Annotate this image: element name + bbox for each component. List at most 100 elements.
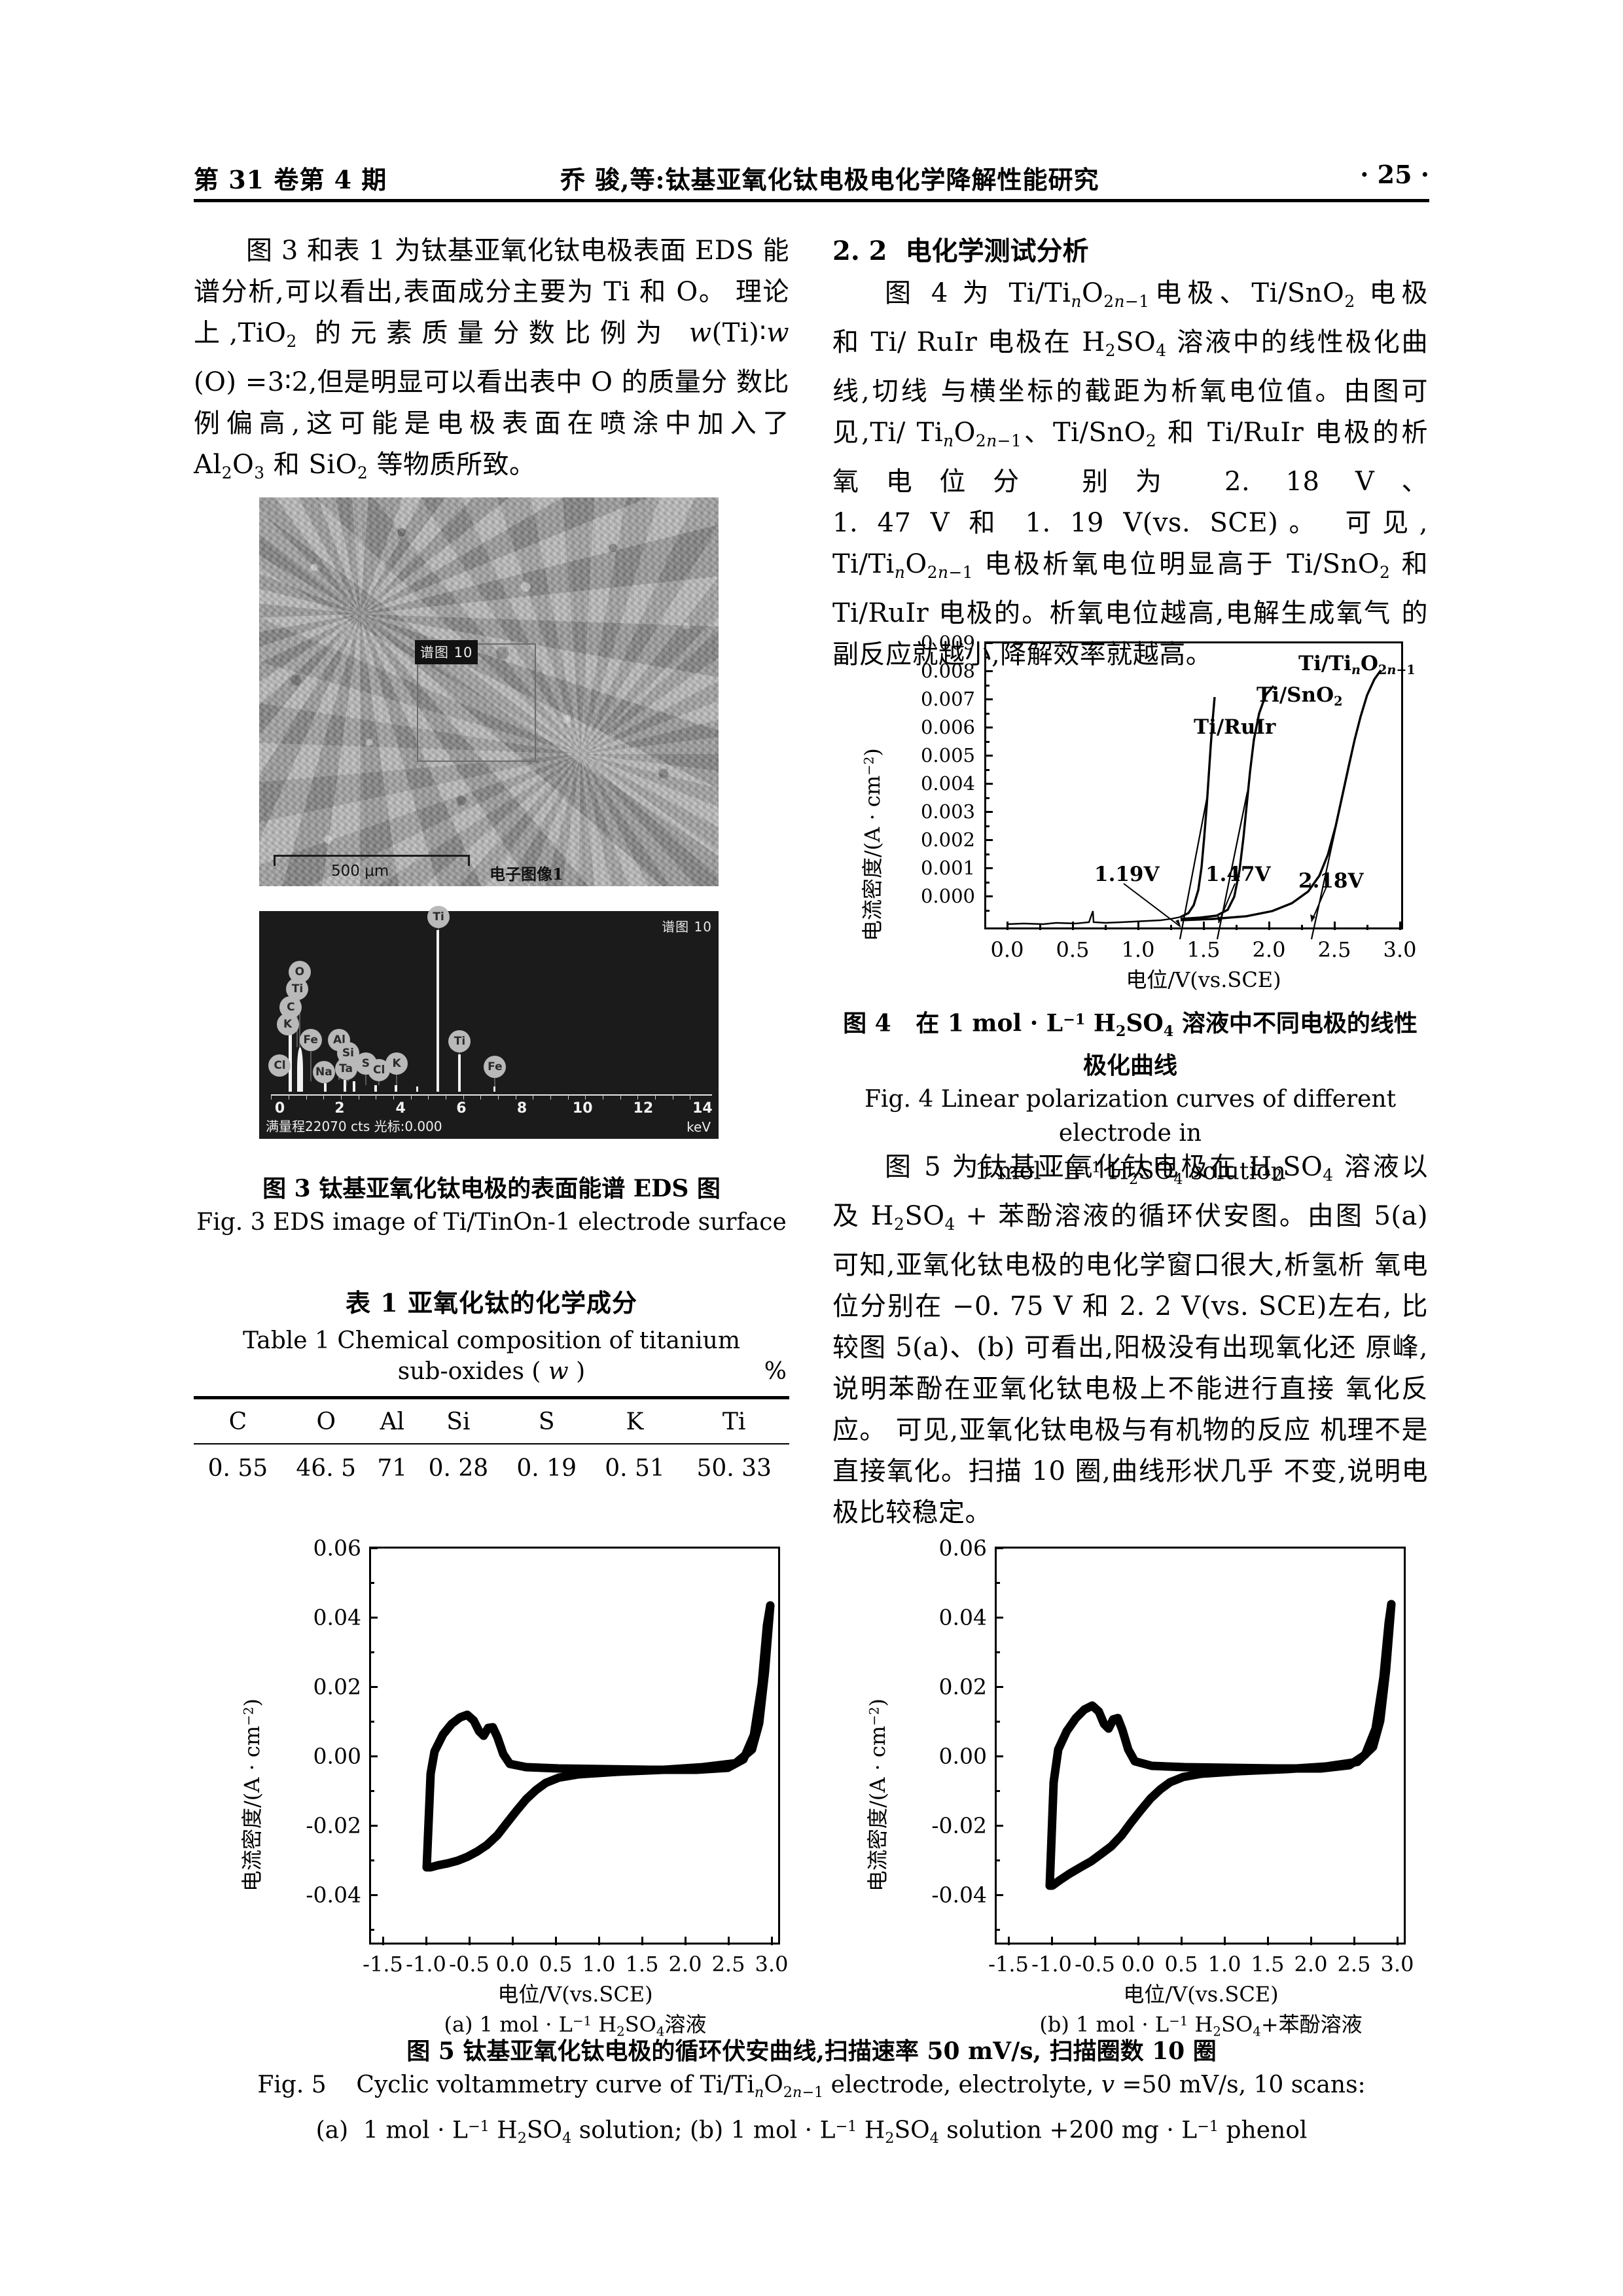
right-paragraph-1: 图 4 为 Ti/TinO2n−1电极、Ti/SnO2 电极和 Ti/ RuIr… xyxy=(832,278,1429,670)
eds-element-K: K xyxy=(276,1013,299,1036)
eds-stem xyxy=(365,1075,366,1085)
fig5a-xtick: 0.5 xyxy=(539,1952,573,1977)
fig5b-y-axis-title: 电流密度/(A · cm−2) xyxy=(865,1698,890,1892)
section-title: 电化学测试分析 xyxy=(905,236,1089,266)
fig5b-xtick: -0.5 xyxy=(1075,1952,1115,1977)
eds-peak xyxy=(288,1020,292,1092)
eds-xtick-label: 14 xyxy=(692,1100,713,1117)
cell-S: 0. 19 xyxy=(516,1455,577,1482)
table-row: 0. 55 46. 5 71 0. 28 0. 19 0. 51 50. 33 xyxy=(194,1444,789,1488)
fig5a-ytick: -0.04 xyxy=(306,1882,361,1908)
scale-bar-cap-right xyxy=(468,855,470,866)
eds-peak xyxy=(458,1054,461,1092)
eds-plot-area: O Ti C K Cl Fe Al Si Na Ta S Cl K Ti xyxy=(268,906,712,1092)
fig5b-ytick: 0.04 xyxy=(938,1604,987,1630)
fig5b-ytick: 0.02 xyxy=(938,1674,987,1700)
fig4-series-label-sno2: Ti/SnO2 xyxy=(1257,683,1343,709)
fig5a-xtick: 1.0 xyxy=(582,1952,616,1977)
fig5-caption-en-2: (a) 1 mol · L−1 H2SO4 solution; (b) 1 mo… xyxy=(315,2117,1308,2147)
eds-footer-text: 满量程22070 cts 光标:0.000 xyxy=(266,1119,442,1134)
fig5-caption-cn: 图 5 钛基亚氧化钛电极的循环伏安曲线,扫描速率 50 mV/s, 扫描圈数 1… xyxy=(406,2037,1217,2065)
cell-K: 0. 51 xyxy=(605,1455,665,1482)
fig5-caption-en-1: Fig. 5 Cyclic voltammetry curve of Ti/Ti… xyxy=(257,2072,1366,2102)
eds-peak xyxy=(493,1086,496,1092)
cell-C: 0. 55 xyxy=(207,1455,268,1482)
fig5b-subcaption: (b) 1 mol · L−1 H2SO4+苯酚溶液 xyxy=(1039,2012,1363,2039)
fig5b-xtick: 0.5 xyxy=(1164,1952,1198,1977)
fig4-curves xyxy=(1007,670,1382,940)
fig5a-xtick: 1.5 xyxy=(625,1952,659,1977)
volume-issue: 第 31 卷第 4 期 xyxy=(194,165,387,194)
scale-bar-line xyxy=(274,855,470,857)
section-heading-2-2: 2. 2 电化学测试分析 xyxy=(832,230,1428,272)
fig4-ytick: 0.005 xyxy=(920,744,975,766)
col-header-Si: Si xyxy=(414,1396,503,1444)
fig4-caption-en-1: Fig. 4 Linear polarization curves of dif… xyxy=(864,1085,1397,1147)
eds-peak xyxy=(394,1085,397,1092)
fig5a-xtick: -0.5 xyxy=(449,1952,490,1977)
fig5a-ytick: 0.02 xyxy=(313,1674,361,1700)
eds-xtick-label: 12 xyxy=(633,1100,654,1117)
section-number: 2. 2 xyxy=(832,236,887,266)
col-header-C: C xyxy=(194,1396,282,1444)
table1-block: 表 1 亚氧化钛的化学成分 Table 1 Chemical compositi… xyxy=(194,1283,789,1488)
col-header-S: S xyxy=(502,1396,591,1444)
table1: C O Al Si S K Ti 0. 55 46. 5 71 0. 28 0.… xyxy=(194,1396,789,1488)
fig4-ytick: 0.008 xyxy=(920,660,975,682)
fig4-plot: 电流密度/(A · cm−2) 0.009 0.008 0.007 0.006 … xyxy=(832,632,1428,1000)
fig4-ytick: 0.006 xyxy=(920,716,975,738)
fig4-series-label-tino: Ti/TinO2n−1 xyxy=(1298,652,1416,678)
fig4-xtick: 3.0 xyxy=(1383,937,1417,962)
fig5a-xtick: -1.5 xyxy=(363,1952,403,1977)
fig5a-xtick: 2.0 xyxy=(668,1952,702,1977)
sem-scale-bar: 500 μm xyxy=(274,855,470,880)
fig5b-cv-curve xyxy=(1045,1600,1396,1890)
fig4-xtick: 1.5 xyxy=(1186,937,1221,962)
fig5b-xtick: 0.0 xyxy=(1121,1952,1155,1977)
cell-Ti: 50. 33 xyxy=(696,1455,772,1482)
fig5b-plot: 电流密度/(A · cm−2) 0.06 0.04 0.02 0.00 -0.0… xyxy=(832,1525,1428,2039)
fig5a-ytick: -0.02 xyxy=(306,1812,361,1839)
table1-title-en: Table 1 Chemical composition of titanium xyxy=(243,1327,740,1354)
fig5a-xtick: 2.5 xyxy=(711,1952,745,1977)
fig4-xtick: 0.0 xyxy=(990,937,1024,962)
left-column: 图 3 和表 1 为钛基亚氧化钛电极表面 EDS 能谱分析,可以看出,表面成分主… xyxy=(194,230,789,495)
scale-bar-label: 500 μm xyxy=(331,863,389,880)
fig4-ytick: 0.003 xyxy=(920,800,975,823)
eds-xtick-label: 2 xyxy=(334,1100,345,1117)
eds-peak xyxy=(436,930,439,1092)
eds-element-Ti: Ti xyxy=(286,977,309,1000)
right-column-lower: 图 5 为钛基亚氧化钛电极在 H2SO4 溶液以 及 H2SO4 + 苯酚溶液的… xyxy=(832,1147,1428,1535)
fig4-annotation-147: 1.47V xyxy=(1205,863,1271,886)
eds-xtick-label: 0 xyxy=(274,1100,285,1117)
fig5b-xtick: -1.5 xyxy=(988,1952,1029,1977)
sem-roi-label: 谱图 10 xyxy=(415,640,478,664)
scale-bar-cap-left xyxy=(274,855,276,866)
eds-peak xyxy=(344,1079,347,1092)
fig5b-xtick: 1.0 xyxy=(1207,1952,1241,1977)
fig4-ytick: 0.002 xyxy=(920,829,975,851)
eds-element-Ti2: Ti xyxy=(448,1030,471,1053)
eds-peak xyxy=(416,1086,419,1092)
eds-x-axis xyxy=(271,1094,712,1096)
fig5a-xtick: 0.0 xyxy=(495,1952,529,1977)
fig5a-x-axis-title: 电位/V(vs.SCE) xyxy=(497,1982,653,2007)
fig4-x-axis-title: 电位/V(vs.SCE) xyxy=(1126,967,1281,992)
right-paragraph-2: 图 5 为钛基亚氧化钛电极在 H2SO4 溶液以 及 H2SO4 + 苯酚溶液的… xyxy=(832,1152,1428,1528)
fig4-ytick: 0.004 xyxy=(920,772,975,795)
fig5b-ytick: -0.02 xyxy=(931,1812,987,1839)
fig5b-ytick: 0.06 xyxy=(938,1535,987,1561)
eds-element-Ti1: Ti xyxy=(427,906,450,929)
fig4-xtick: 1.0 xyxy=(1121,937,1155,962)
fig5a-plot: 电流密度/(A · cm−2) 0.06 0.04 0.02 0.00 -0.0… xyxy=(194,1525,789,2039)
table1-unit: % xyxy=(764,1358,787,1385)
fig5b-ytick: -0.04 xyxy=(931,1882,987,1908)
eds-stem xyxy=(378,1081,380,1085)
sem-electron-image: 谱图 10 500 μm 电子图像1 xyxy=(259,497,719,886)
table1-title-en-2: sub-oxides ( w ) xyxy=(397,1358,586,1385)
eds-peak xyxy=(297,1047,304,1092)
eds-spectrum-panel: 谱图 10 O Ti C K Cl Fe Al xyxy=(259,906,719,1139)
running-title: 乔 骏,等:钛基亚氧化钛电极电化学降解性能研究 xyxy=(560,165,1099,194)
fig4-ytick: 0.009 xyxy=(920,632,975,654)
